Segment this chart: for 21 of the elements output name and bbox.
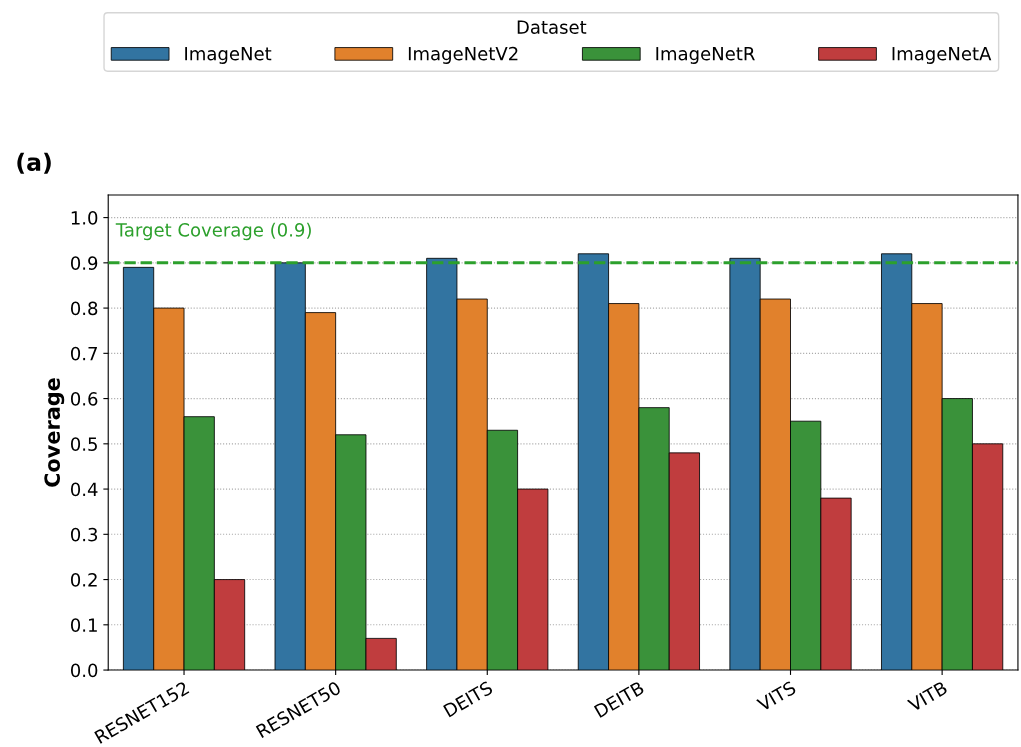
y-tick-label: 0.9 <box>70 256 98 270</box>
chart-title: (a) <box>17 152 51 174</box>
ref-line-label: Target Coverage (0.9) <box>115 222 311 241</box>
y-tick-label: 0.6 <box>70 392 98 406</box>
y-tick-label: 0.3 <box>70 527 98 542</box>
y-tick-label: 0.1 <box>70 618 97 632</box>
legend-label: ImageNetR <box>656 47 755 64</box>
x-tick-label: VITS <box>756 680 797 712</box>
y-tick-label: 0.8 <box>70 301 98 316</box>
y-tick-label: 0.0 <box>70 663 98 678</box>
y-tick-label: 1.0 <box>71 211 98 225</box>
legend-label: ImageNetV2 <box>408 46 518 64</box>
x-tick-label: VITB <box>906 680 948 713</box>
legend-label: ImageNet <box>185 47 272 64</box>
legend-label: ImageNetA <box>892 47 992 64</box>
legend-title: Dataset <box>517 20 587 34</box>
y-tick-label: 0.2 <box>70 573 97 587</box>
y-tick-label: 0.5 <box>70 437 97 451</box>
y-tick-label: 0.4 <box>70 482 98 497</box>
y-tick-label: 0.7 <box>70 346 97 361</box>
y-axis-title: Coverage <box>44 378 65 487</box>
